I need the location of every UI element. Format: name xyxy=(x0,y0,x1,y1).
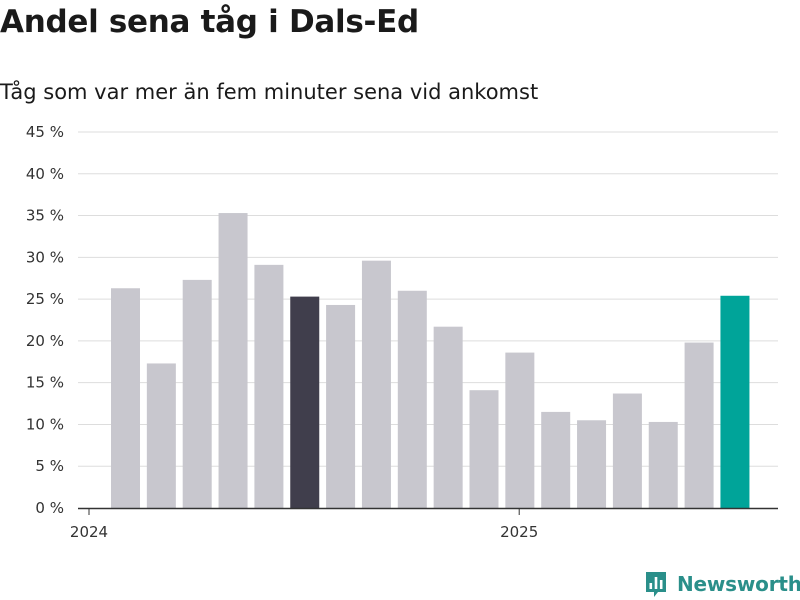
y-tick-label: 40 % xyxy=(26,165,64,183)
bar-2024-03 xyxy=(182,279,212,508)
chart-title: Andel sena tåg i Dals-Ed xyxy=(0,4,419,40)
bar-2024-04 xyxy=(218,213,248,508)
bar-2025-03 xyxy=(612,393,642,508)
bar-2024-09 xyxy=(397,290,427,508)
bar-2025-04 xyxy=(648,421,678,508)
bar-2024-12 xyxy=(505,352,535,508)
newsworthy-logo-icon xyxy=(646,572,666,597)
bar-2025-01 xyxy=(541,411,571,508)
y-tick-label: 15 % xyxy=(26,374,64,392)
bar-2024-05 xyxy=(254,264,284,508)
y-tick-label: 20 % xyxy=(26,332,64,350)
bar-2024-08 xyxy=(361,260,391,508)
bar-2024-10 xyxy=(433,326,463,508)
y-tick-label: 25 % xyxy=(26,290,64,308)
bar-2025-02 xyxy=(577,420,607,508)
x-axis-tick-labels: 2024 2025 xyxy=(70,523,538,541)
bar-2024-02 xyxy=(146,363,176,508)
y-tick-label: 30 % xyxy=(26,248,64,266)
y-tick-label: 0 % xyxy=(35,499,64,517)
y-tick-label: 5 % xyxy=(35,457,64,475)
y-tick-label: 35 % xyxy=(26,207,64,225)
bar-2025-06 xyxy=(720,295,750,508)
y-tick-label: 45 % xyxy=(26,123,64,141)
chart-subtitle: Tåg som var mer än fem minuter sena vid … xyxy=(0,80,539,104)
y-tick-label: 10 % xyxy=(26,415,64,433)
y-axis-tick-labels: 0 % 5 % 10 % 15 % 20 % 25 % 30 % 35 % 40 % 45 % xyxy=(26,123,64,517)
bar-2025-05 xyxy=(684,342,714,508)
bar-2024-01 xyxy=(111,288,140,508)
bar-2024-07 xyxy=(326,304,356,508)
x-tick-label: 2024 xyxy=(70,523,108,541)
brand-logo: Newsworthy xyxy=(644,568,800,600)
bars xyxy=(111,213,750,508)
bar-2024-06 xyxy=(290,296,320,508)
x-axis xyxy=(78,507,778,515)
brand-name: Newsworthy xyxy=(677,572,800,596)
bar-2024-11 xyxy=(469,390,499,508)
x-tick-label: 2025 xyxy=(500,523,538,541)
